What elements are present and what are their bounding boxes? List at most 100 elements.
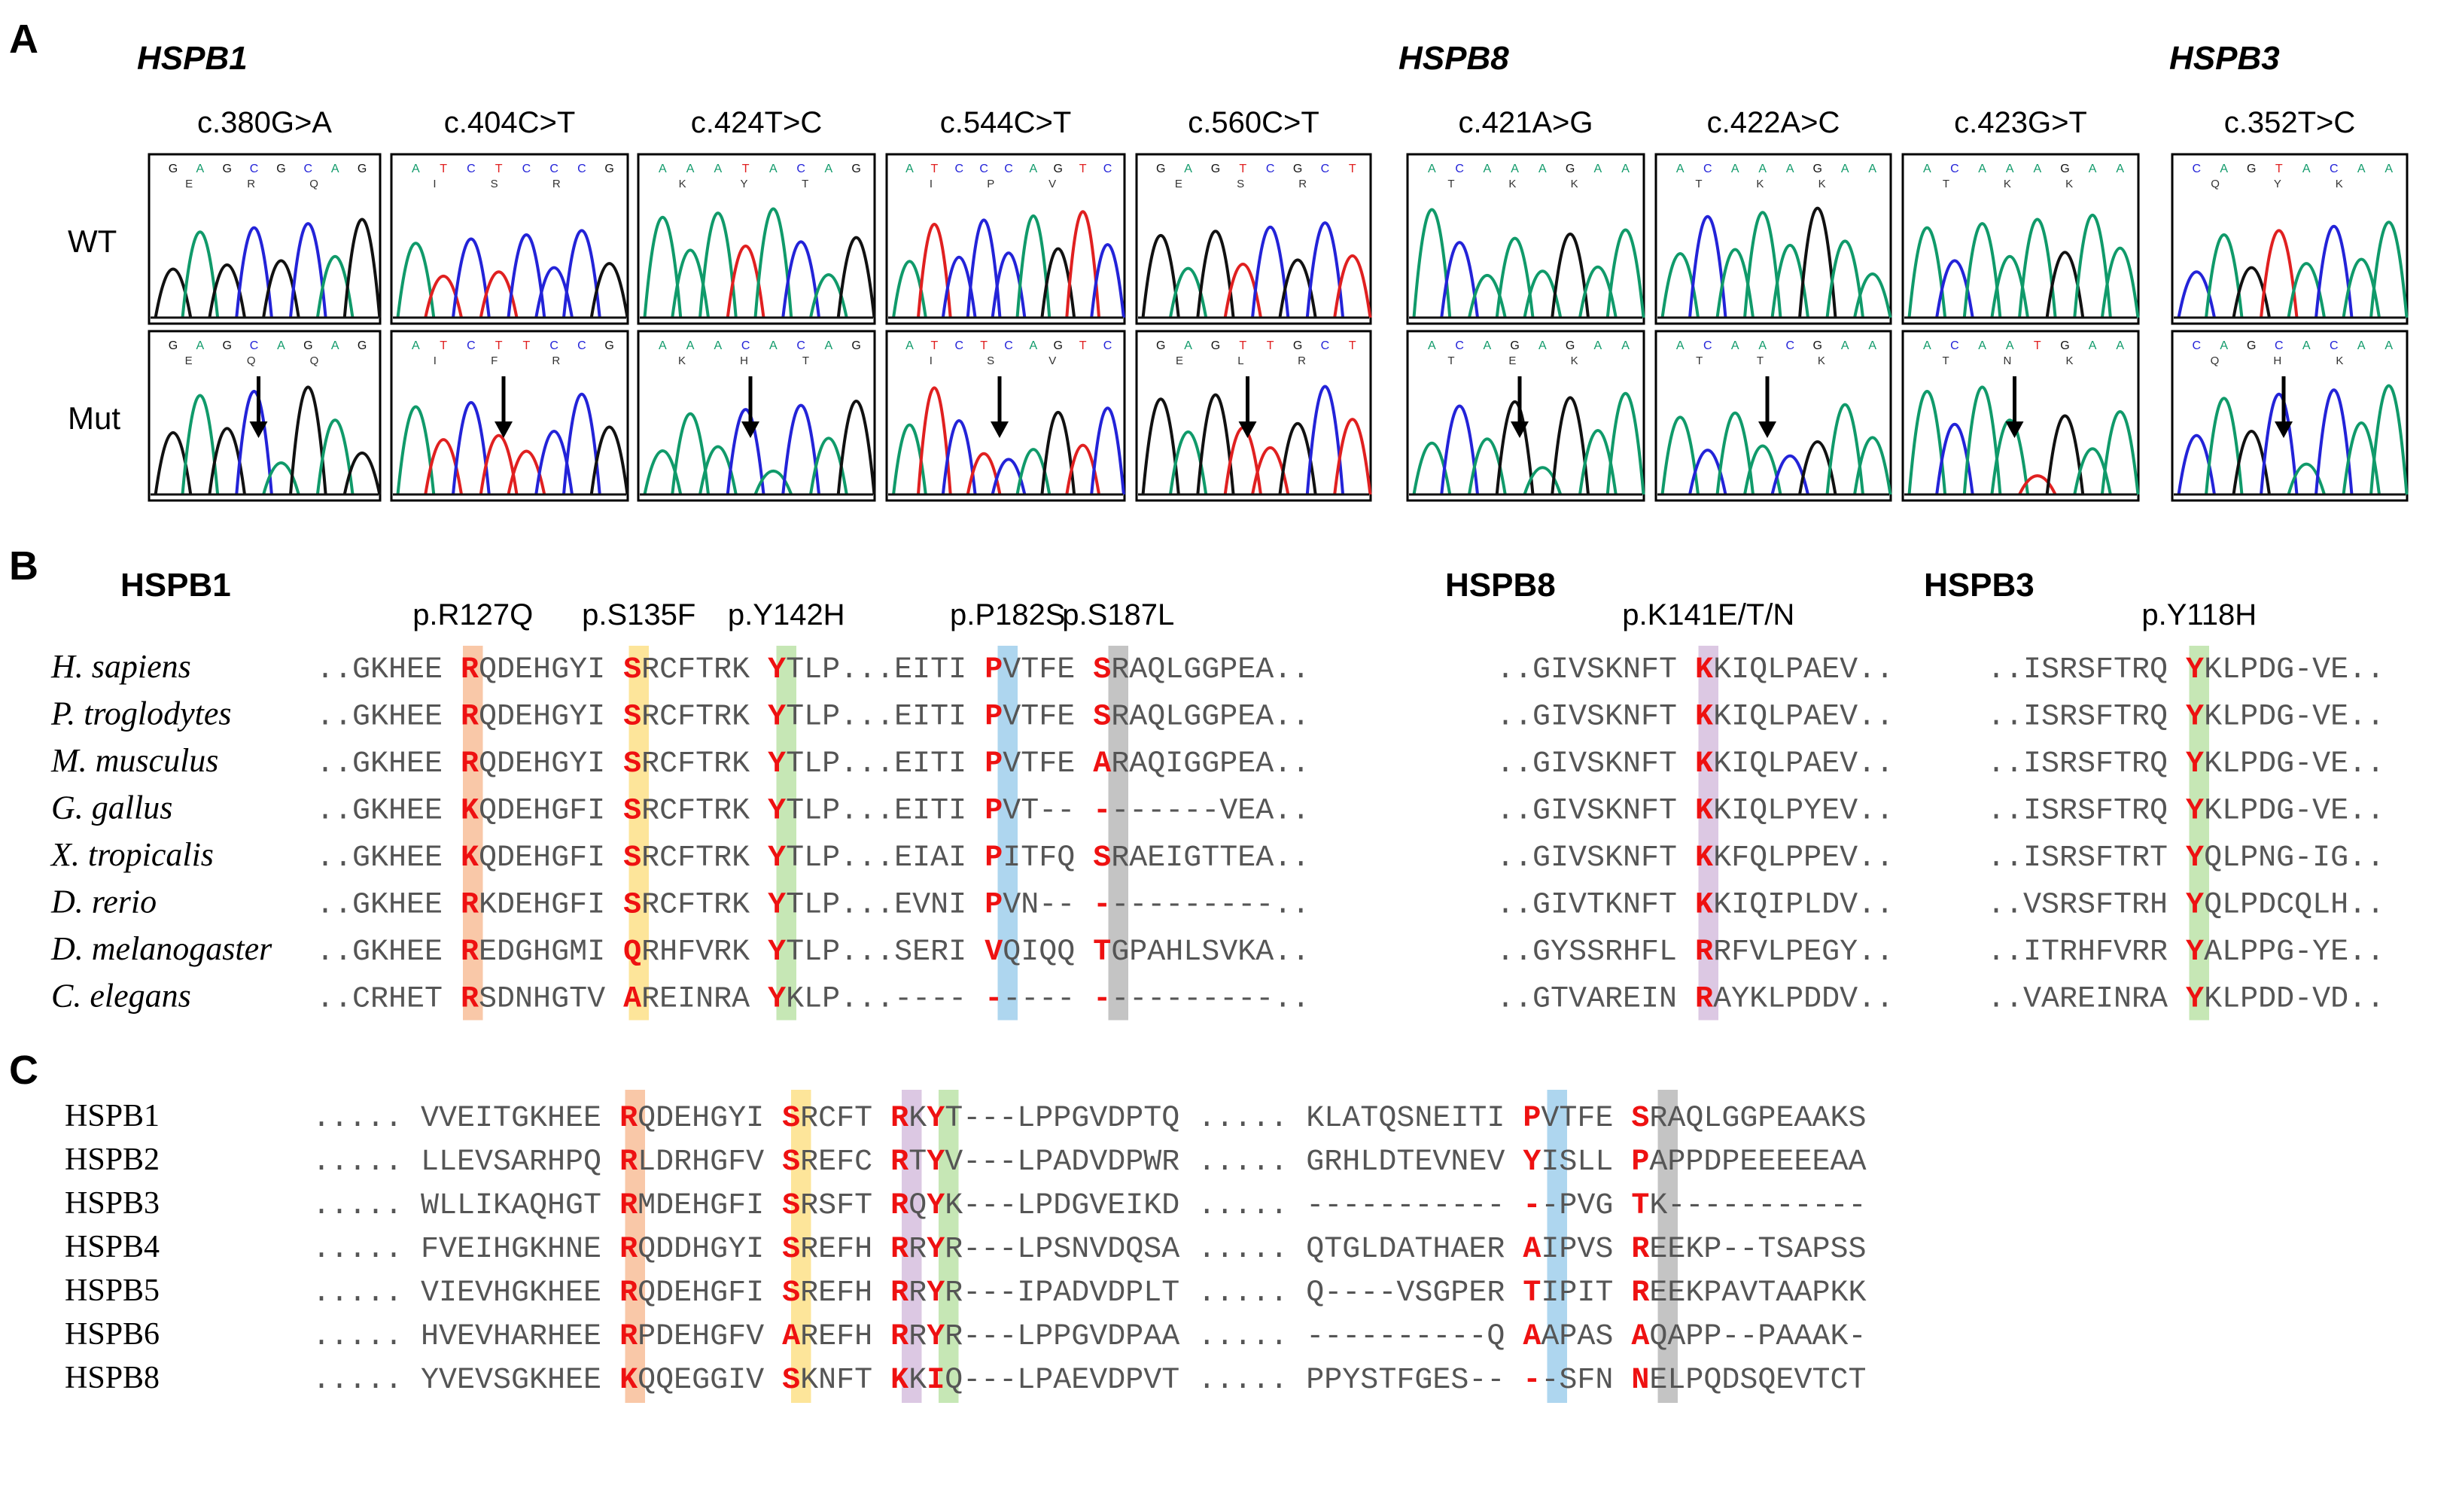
trace-peak (1990, 418, 2029, 495)
sequence-segment: ALPPG-YE.. (2204, 935, 2385, 969)
conserved-residue: K (1695, 747, 1713, 781)
base-call: T (495, 339, 503, 352)
conserved-residue: A (1093, 747, 1111, 781)
trace-peak (643, 215, 683, 318)
conserved-residue-column (1657, 1090, 1678, 1403)
amino-acid-row: E S R (1175, 178, 1332, 190)
sequence-segment: APAS (1541, 1320, 1631, 1354)
protein-name: HSPB1 (65, 1099, 160, 1133)
conserved-residue: A (1631, 1320, 1649, 1354)
conserved-residue-column (1547, 1090, 1567, 1403)
base-call: T (1239, 339, 1246, 352)
sequence-segment: ---------.. (1111, 889, 1310, 923)
trace-peak (2369, 384, 2409, 495)
conserved-residue: Y (768, 653, 786, 687)
conserved-residue-column (791, 1090, 811, 1403)
conserved-residue: - (1093, 889, 1111, 923)
alignment-sequence: ..... YVEVSGKHEE KQQEGGIV SKNFT KKIQ---L… (312, 1364, 1866, 1398)
protein-name: HSPB2 (65, 1142, 160, 1177)
amino-acid-row: K H T (678, 354, 835, 367)
sequence-segment: K---LPDGVEIKD ..... ----------- (945, 1189, 1523, 1223)
base-call: A (825, 163, 833, 175)
base-call: G (1510, 339, 1519, 352)
sequence-segment: ..GKHEE (316, 653, 461, 687)
conserved-residue: R (890, 1145, 908, 1179)
mut-chromatogram (148, 330, 382, 502)
base-call: T (1239, 163, 1246, 175)
base-call: G (604, 339, 613, 352)
sequence-segment: QIQQ (1003, 935, 1093, 969)
sequence-segment: RHFVRK (641, 935, 768, 969)
base-call: A (714, 339, 723, 352)
base-call: C (796, 163, 805, 175)
base-call: C (1103, 339, 1112, 352)
conserved-residue: A (1523, 1233, 1541, 1267)
base-call: A (196, 163, 204, 175)
base-call: C (741, 339, 750, 352)
base-call: A (2357, 339, 2366, 352)
trace-peak (342, 218, 382, 318)
panel-b-gene-hspb8: HSPB8 (1445, 567, 1556, 604)
trace-peak (2369, 221, 2409, 318)
base-call: A (2220, 339, 2228, 352)
conserved-residue: S (623, 841, 641, 875)
conserved-residue: - (1093, 983, 1111, 1017)
trace-peak (589, 262, 629, 318)
sequence-segment: RCFTRK (641, 747, 768, 781)
base-call: C (1703, 339, 1712, 352)
base-call: G (1293, 163, 1302, 175)
conserved-residue: I (927, 1364, 945, 1398)
base-call: G (2247, 339, 2256, 352)
trace-peak (1495, 400, 1535, 495)
base-call: A (1621, 339, 1630, 352)
alignment-sequence: ..... LLEVSARHPQ RLDRHGFV SREFC RTYV---L… (312, 1145, 1866, 1179)
panel-b-gene-hspb1: HSPB1 (120, 567, 231, 604)
conserved-residue: R (461, 701, 479, 735)
base-call: A (1841, 339, 1849, 352)
mutation-arrow-head (495, 421, 513, 438)
mutation-label: c.424T>C (691, 106, 823, 139)
amino-acid-row: I S R (433, 178, 586, 190)
base-call: T (1349, 339, 1356, 352)
alignment-sequence: ..GIVSKNFT KKIQLPAEV.. (1496, 747, 1894, 781)
conserved-residue: Y (2186, 889, 2204, 923)
conserved-residue-column (2189, 646, 2209, 1021)
trace-peak (589, 425, 629, 495)
base-call: A (1511, 163, 1519, 175)
conserved-residue: A (623, 983, 641, 1017)
conserved-residue: Y (927, 1145, 945, 1179)
sequence-segment: KNFT (800, 1364, 890, 1398)
species-name: P. troglodytes (50, 695, 232, 732)
base-call: A (2220, 163, 2228, 175)
base-call: A (2116, 339, 2124, 352)
trace-peak (451, 401, 491, 495)
base-call: C (1004, 163, 1013, 175)
base-call: G (2060, 339, 2069, 352)
sequence-segment: ..ISRSFTRQ (1987, 747, 2186, 781)
base-call: T (1349, 163, 1356, 175)
trace-peak (2073, 447, 2112, 495)
sequence-segment: ..GIVSKNFT (1496, 841, 1695, 875)
base-call: C (2192, 339, 2201, 352)
variant-label: p.R127Q (412, 598, 533, 631)
base-call: C (2275, 339, 2284, 352)
trace-peak (1440, 241, 1479, 318)
sequence-segment: ..GKHEE (316, 747, 461, 781)
sequence-segment: ..ITRHFVRR (1987, 935, 2186, 969)
conserved-residue: - (1523, 1364, 1541, 1398)
trace-peak (424, 275, 463, 318)
base-call: T (930, 339, 938, 352)
conserved-residue: P (985, 747, 1003, 781)
sequence-segment: ..GIVSKNFT (1496, 701, 1695, 735)
conserved-residue: - (1093, 795, 1111, 829)
species-name: M. musculus (50, 742, 218, 779)
panel-label-b: B (9, 543, 38, 589)
sequence-segment: TLP...EIAI (786, 841, 985, 875)
base-call: A (1184, 339, 1192, 352)
sequence-segment: TLP...EITI (786, 747, 985, 781)
alignment-sequence: ..GIVSKNFT KKIQLPAEV.. (1496, 701, 1894, 735)
conserved-residue: A (782, 1320, 800, 1354)
conserved-residue: P (1523, 1102, 1541, 1136)
trace-peak (1251, 226, 1290, 318)
